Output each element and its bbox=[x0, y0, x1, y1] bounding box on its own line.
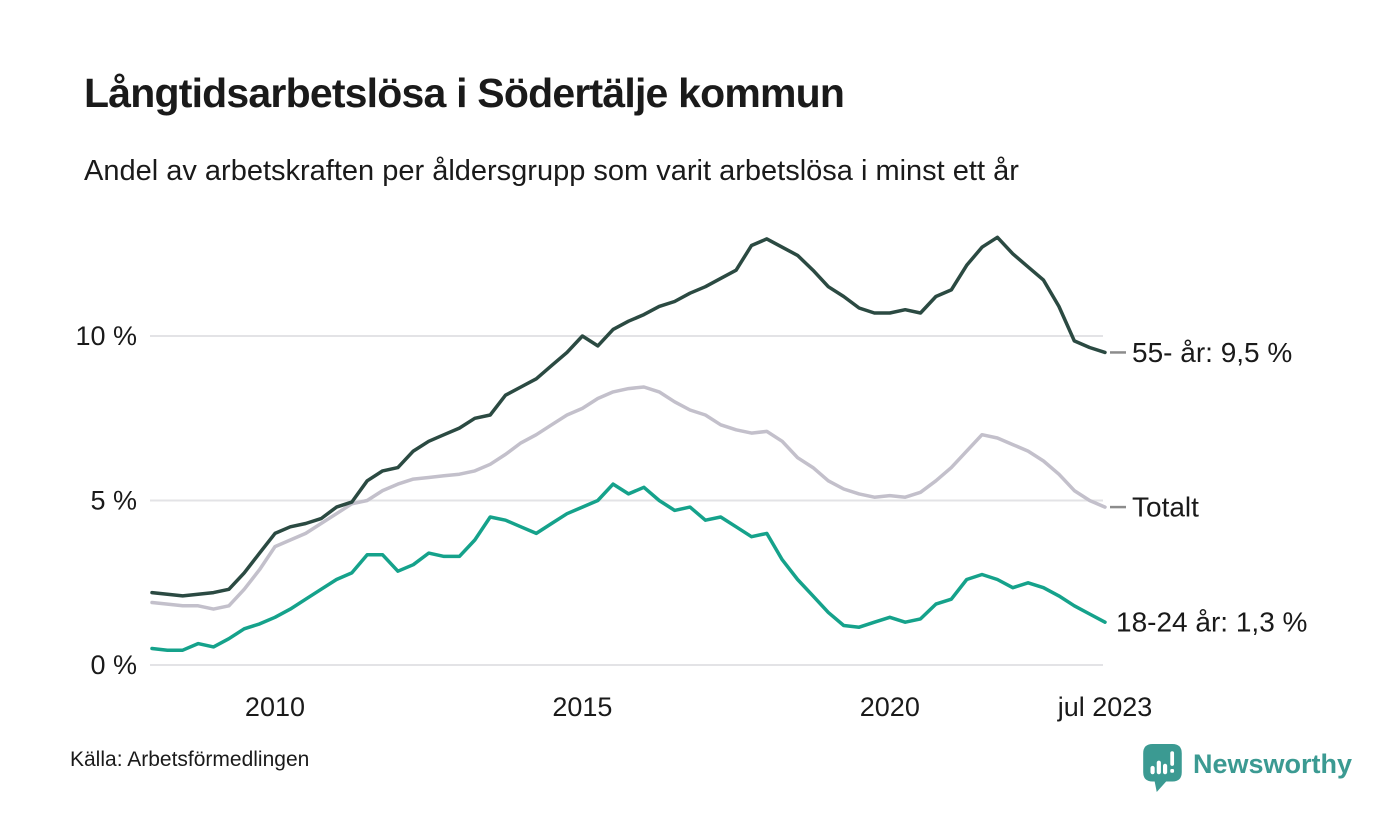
logo-bar-3 bbox=[1163, 763, 1168, 775]
logo-bubble-shape bbox=[1143, 744, 1182, 792]
x-tick-label: jul 2023 bbox=[1057, 692, 1153, 722]
bar-chart-speech-bubble-icon bbox=[1143, 744, 1182, 792]
source-caption: Källa: Arbetsförmedlingen bbox=[70, 748, 310, 771]
series-end-label-55-ar: 55- år: 9,5 % bbox=[1132, 337, 1292, 368]
logo-bar-2 bbox=[1156, 760, 1161, 775]
series-end-label-totalt: Totalt bbox=[1132, 492, 1199, 523]
series-line-55-ar bbox=[150, 235, 1107, 598]
series-line-totalt bbox=[150, 385, 1107, 611]
newsworthy-brand: Newsworthy bbox=[1143, 744, 1352, 793]
chart-subtitle: Andel av arbetskraften per åldersgrupp s… bbox=[84, 155, 1019, 187]
brand-name: Newsworthy bbox=[1193, 749, 1353, 779]
x-tick-label: 2020 bbox=[860, 692, 920, 722]
series-line-18-24-ar bbox=[150, 482, 1107, 652]
page-title: Långtidsarbetslösa i Södertälje kommun bbox=[84, 70, 845, 116]
y-tick-label: 5 % bbox=[90, 486, 137, 516]
y-tick-label: 0 % bbox=[90, 650, 137, 680]
y-tick-label: 10 % bbox=[75, 321, 137, 351]
x-tick-label: 2010 bbox=[245, 692, 305, 722]
logo-bar-1 bbox=[1150, 765, 1155, 775]
logo-exclamation-line bbox=[1170, 751, 1175, 766]
series-end-label-18-24-ar: 18-24 år: 1,3 % bbox=[1116, 607, 1307, 638]
x-tick-label: 2015 bbox=[552, 692, 612, 722]
logo-exclamation-dot bbox=[1170, 769, 1175, 773]
